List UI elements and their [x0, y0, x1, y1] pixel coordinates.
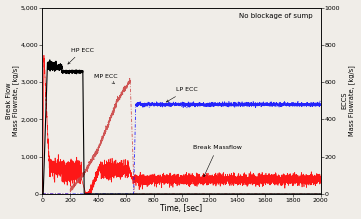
X-axis label: Time, [sec]: Time, [sec]	[161, 205, 203, 214]
Text: No blockage of sump: No blockage of sump	[239, 13, 312, 19]
Text: HP ECC: HP ECC	[68, 48, 94, 64]
Text: LP ECC: LP ECC	[166, 87, 198, 102]
Text: Break Massflow: Break Massflow	[193, 145, 242, 177]
Y-axis label: ECCS
Mass Flowrate, [kg/s]: ECCS Mass Flowrate, [kg/s]	[342, 65, 356, 136]
Text: MP ECC: MP ECC	[94, 74, 118, 84]
Y-axis label: Break Flow
Mass Flowrate, [kg/s]: Break Flow Mass Flowrate, [kg/s]	[5, 65, 19, 136]
